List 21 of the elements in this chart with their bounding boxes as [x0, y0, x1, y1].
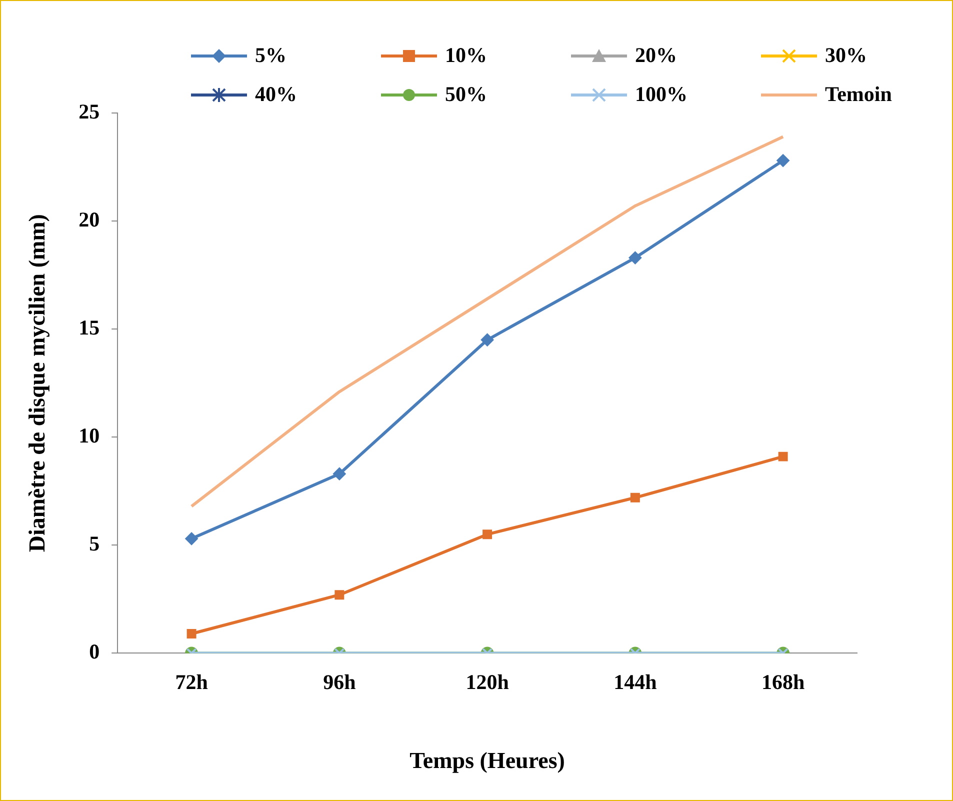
legend-label: 10% — [445, 43, 487, 68]
x-tick-label: 144h — [614, 670, 658, 694]
y-tick-label: 5 — [89, 532, 100, 556]
x-tick-label: 168h — [761, 670, 805, 694]
x-tick-label: 72h — [175, 670, 208, 694]
y-tick-label: 20 — [78, 207, 100, 232]
legend-label: 40% — [255, 82, 297, 107]
legend-label: 50% — [445, 82, 487, 107]
x-axis-title: Temps (Heures) — [410, 748, 565, 774]
legend-label: 5% — [255, 43, 286, 68]
legend-label: 100% — [635, 82, 688, 107]
y-tick-label: 10 — [78, 424, 100, 448]
y-tick-label: 0 — [89, 640, 100, 664]
legend-label: 20% — [635, 43, 677, 68]
x-tick-label: 120h — [466, 670, 510, 694]
legend-label: Temoin — [825, 82, 892, 107]
y-axis-title: Diamètre de disque mycilien (mm) — [24, 214, 50, 552]
y-tick-label: 15 — [78, 316, 100, 340]
x-tick-label: 96h — [323, 670, 356, 694]
y-tick-label: 25 — [78, 99, 100, 124]
legend-label: 30% — [825, 43, 867, 68]
